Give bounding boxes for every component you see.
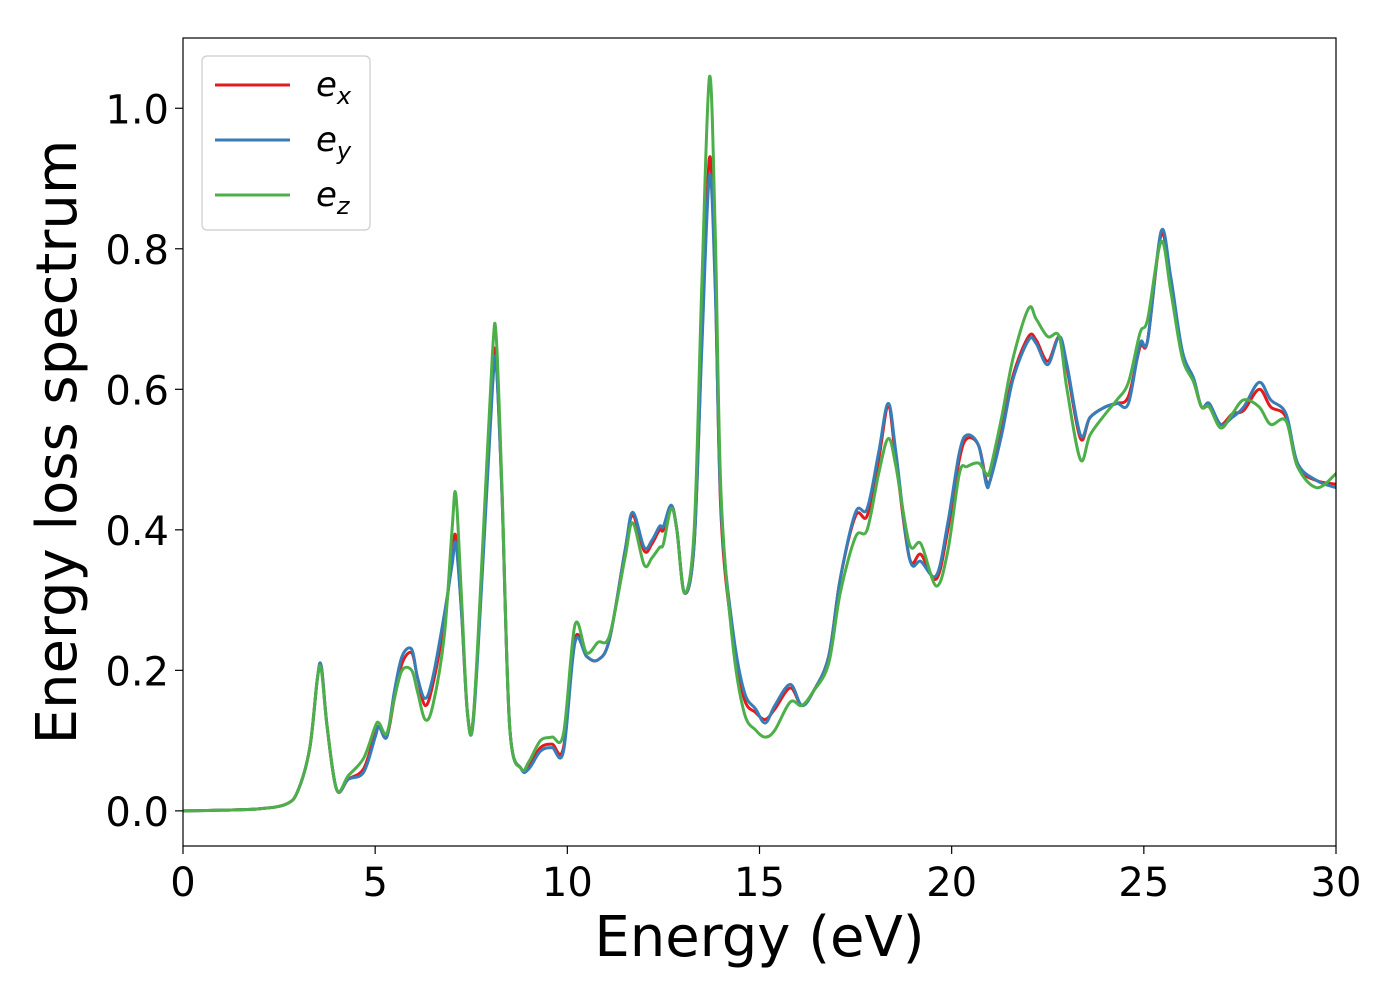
legend-box <box>201 55 371 231</box>
x-axis-ticks: 0 5 10 15 20 25 30 <box>170 846 1361 906</box>
legend: ex ey ez <box>201 55 371 231</box>
x-tick-label: 0 <box>170 860 195 906</box>
x-tick-label: 10 <box>542 860 593 906</box>
legend-label-z: ez <box>316 175 351 220</box>
plot-lines <box>183 74 1336 813</box>
y-axis-label: Energy loss spectrum <box>25 140 90 745</box>
y-tick-label: 0.2 <box>105 649 169 695</box>
y-tick-label: 0.6 <box>105 368 169 414</box>
x-axis-label: Energy (eV) <box>594 905 924 970</box>
x-tick-label: 15 <box>734 860 785 906</box>
y-tick-label: 0.8 <box>105 228 169 274</box>
x-tick-label: 5 <box>362 860 387 906</box>
y-axis-ticks: 0.0 0.2 0.4 0.6 0.8 1.0 <box>105 87 183 836</box>
series-line-y <box>183 172 1336 813</box>
y-tick-label: 1.0 <box>105 87 169 133</box>
y-tick-label: 0.4 <box>105 509 169 555</box>
legend-label-x: ex <box>316 65 352 110</box>
legend-label-y: ey <box>316 120 352 165</box>
series-line-z <box>183 74 1336 813</box>
y-tick-label: 0.0 <box>105 790 169 836</box>
x-tick-label: 30 <box>1311 860 1362 906</box>
x-tick-label: 20 <box>926 860 977 906</box>
x-tick-label: 25 <box>1118 860 1169 906</box>
